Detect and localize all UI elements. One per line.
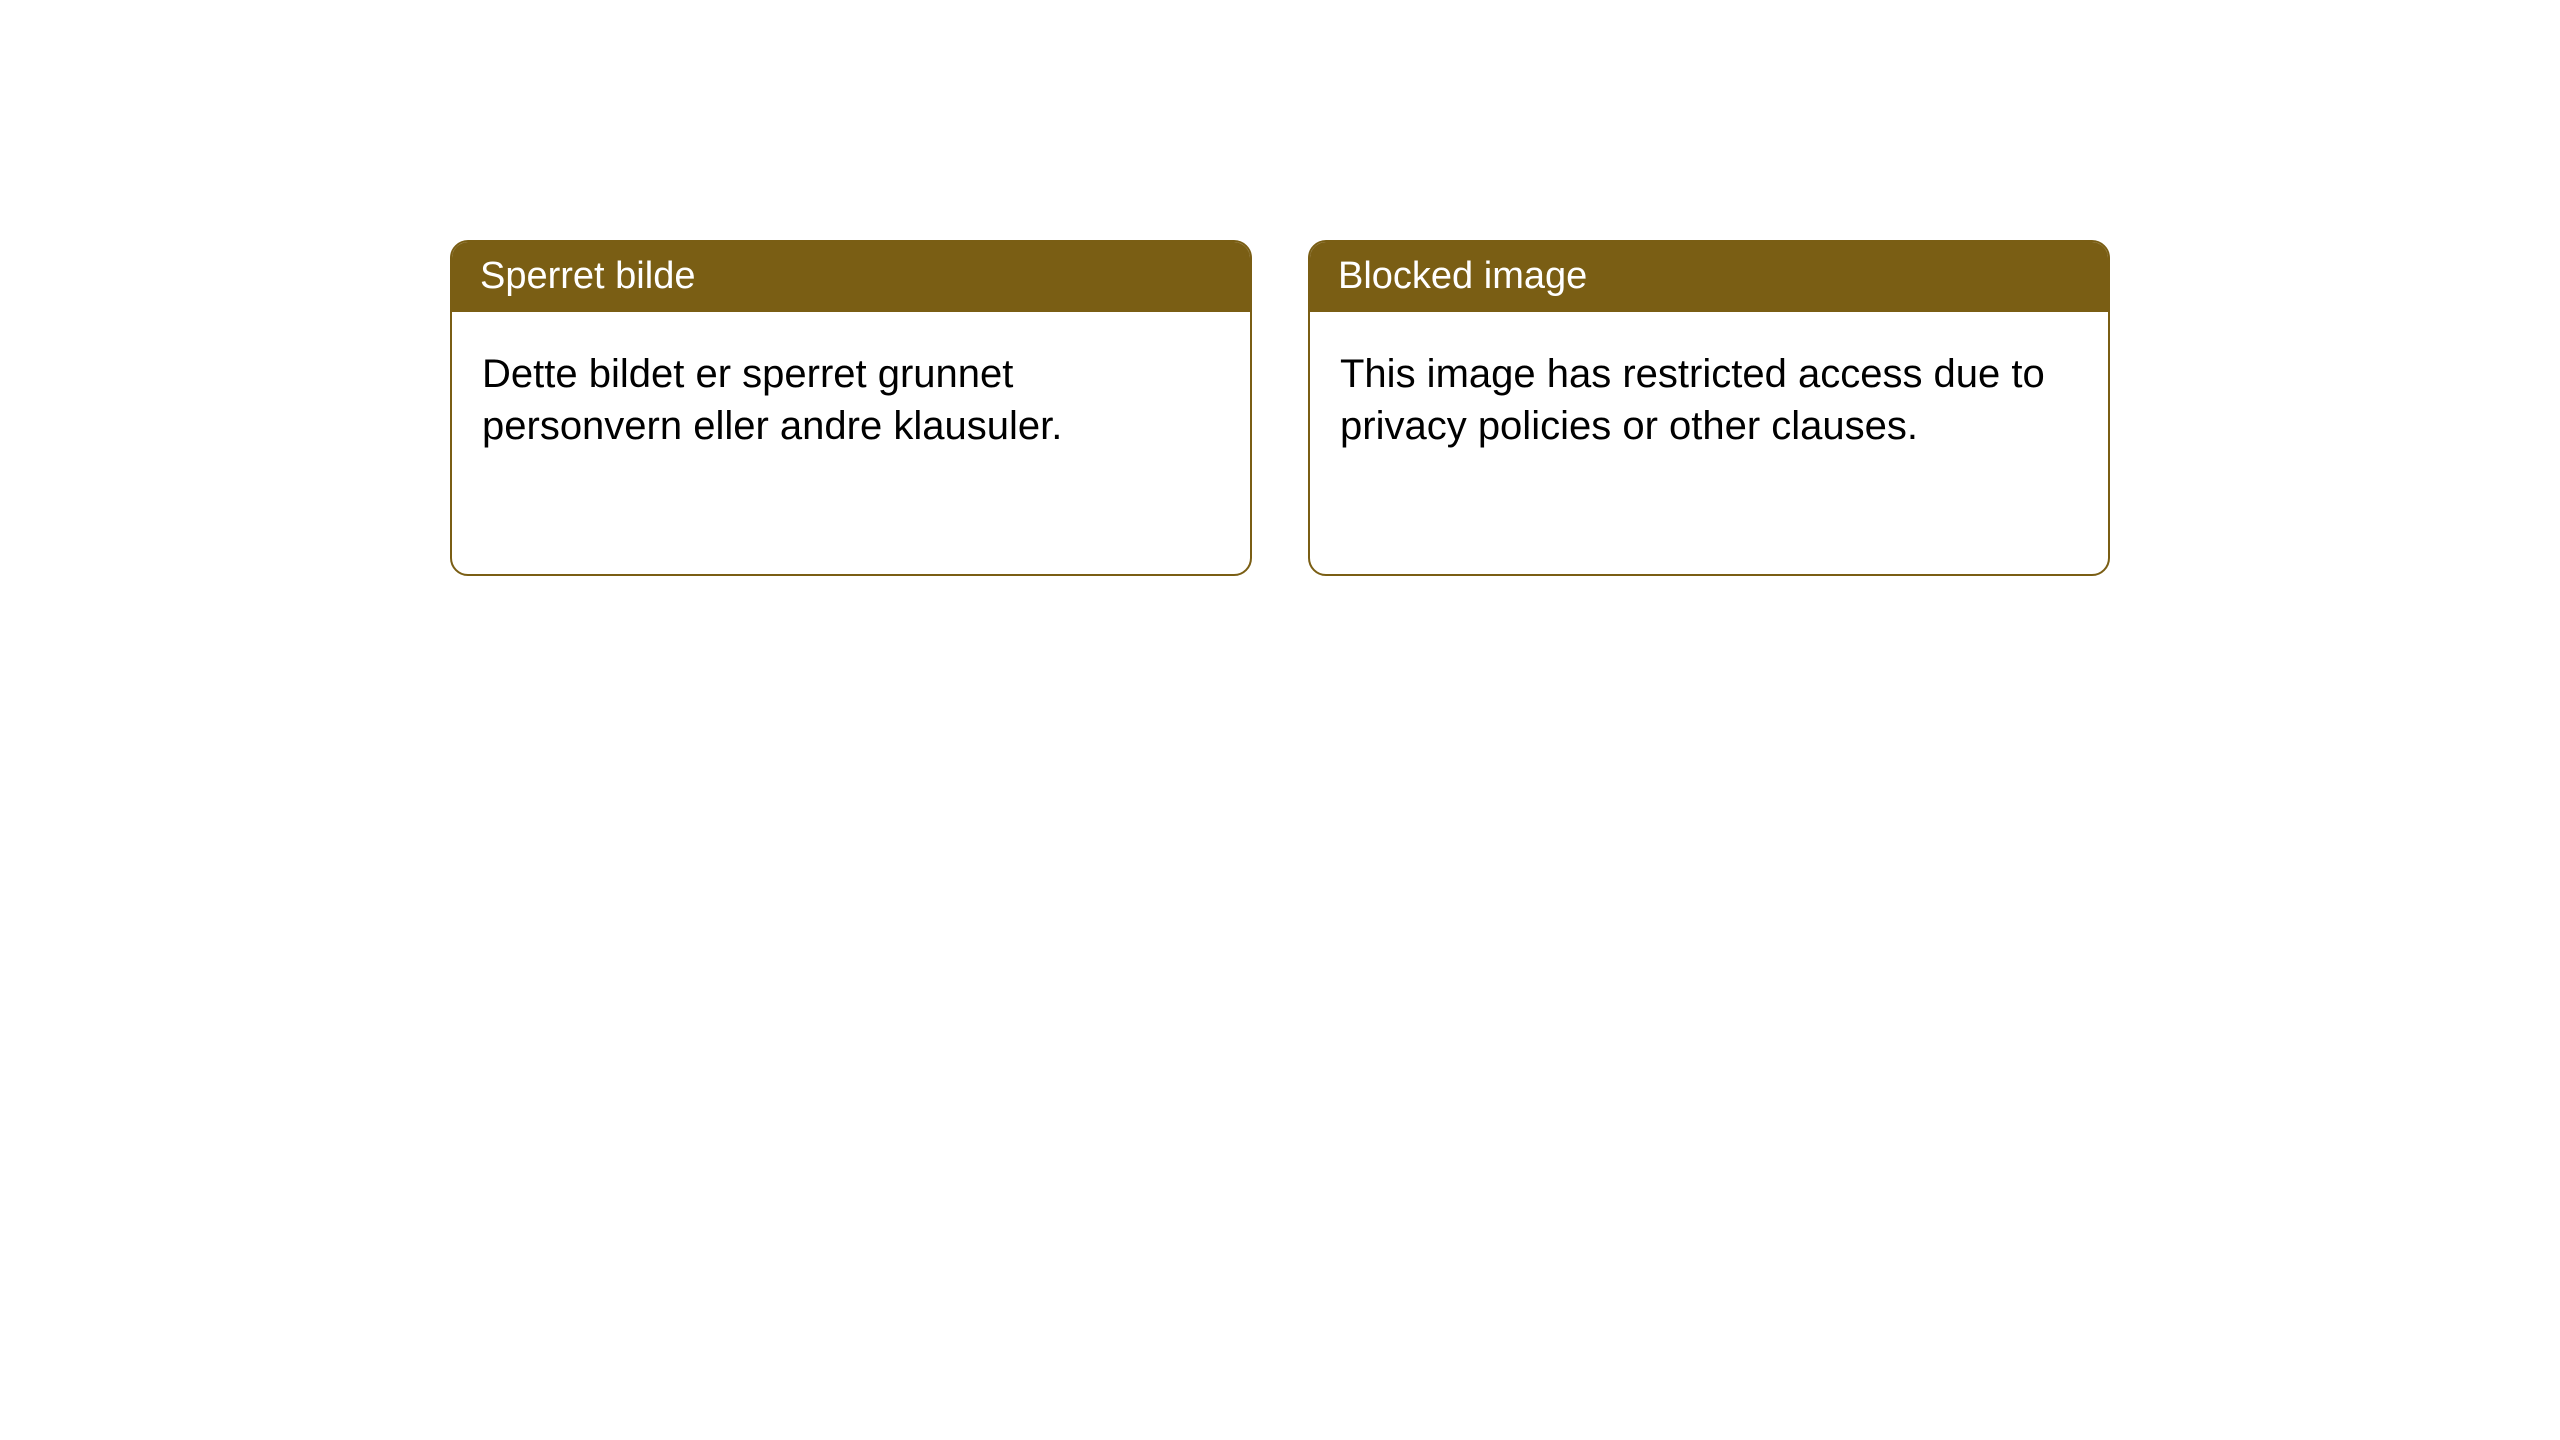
notice-card-norwegian: Sperret bilde Dette bildet er sperret gr… bbox=[450, 240, 1252, 576]
card-body: This image has restricted access due to … bbox=[1310, 312, 2108, 488]
notice-cards-container: Sperret bilde Dette bildet er sperret gr… bbox=[450, 240, 2110, 576]
card-header: Blocked image bbox=[1310, 242, 2108, 312]
card-body: Dette bildet er sperret grunnet personve… bbox=[452, 312, 1250, 488]
notice-card-english: Blocked image This image has restricted … bbox=[1308, 240, 2110, 576]
card-body-text: Dette bildet er sperret grunnet personve… bbox=[482, 352, 1062, 448]
card-body-text: This image has restricted access due to … bbox=[1340, 352, 2045, 448]
card-header: Sperret bilde bbox=[452, 242, 1250, 312]
card-title: Sperret bilde bbox=[480, 255, 695, 297]
card-title: Blocked image bbox=[1338, 255, 1587, 297]
